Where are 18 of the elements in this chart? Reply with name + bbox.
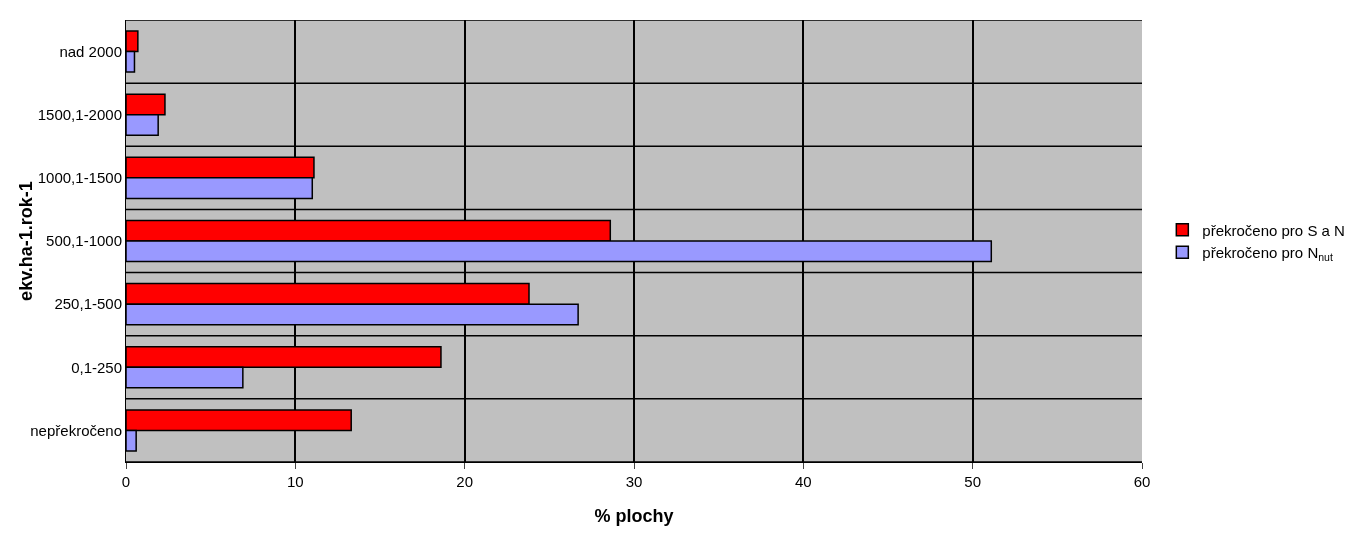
x-tick-label: 30 — [625, 473, 643, 490]
x-tick-label: 10 — [286, 473, 304, 490]
y-tick-label: nepřekročeno — [30, 421, 122, 439]
y-tick-label: 1000,1-1500 — [37, 169, 122, 187]
x-tick-label: 60 — [1133, 473, 1151, 490]
y-tick-label: 0,1-250 — [71, 358, 122, 376]
legend-label: překročeno pro N$_{nut}$ — [1202, 244, 1333, 264]
y-axis-title: ekv.ha-1.rok-1 — [15, 181, 36, 301]
y-tick-label: nad 2000 — [59, 42, 122, 60]
y-tick-label: 250,1-500 — [54, 295, 122, 313]
x-tick-label: 20 — [456, 473, 474, 490]
x-tick-label: 40 — [794, 473, 812, 490]
y-tick-label: 500,1-1000 — [46, 232, 122, 250]
x-axis-title: % plochy — [594, 506, 674, 527]
x-tick-label: 0 — [121, 473, 131, 490]
y-tick-label: 1500,1-2000 — [37, 105, 122, 123]
legend-label: překročeno pro S a N — [1202, 221, 1345, 239]
x-tick-label: 50 — [964, 473, 982, 490]
